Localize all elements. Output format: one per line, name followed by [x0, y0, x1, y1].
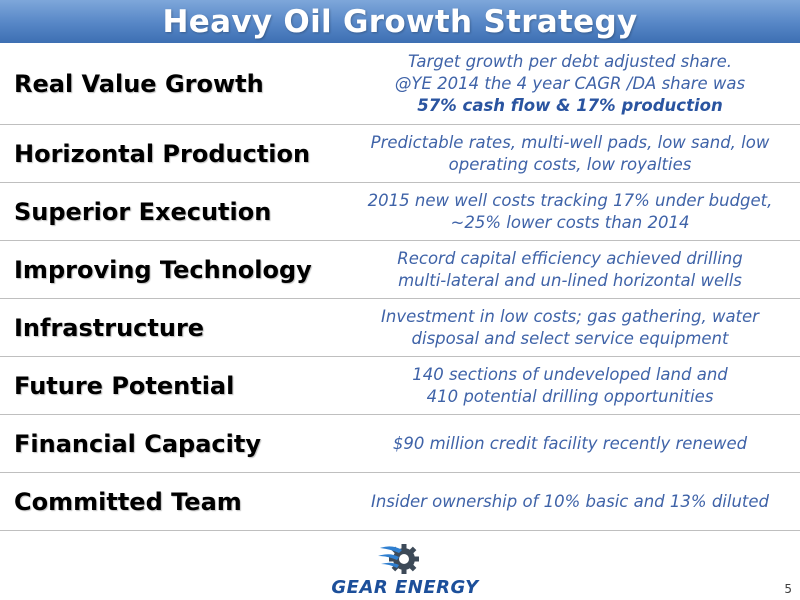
- strategy-row-superior-execution: Superior Execution 2015 new well costs t…: [0, 183, 800, 241]
- row-description-line: Investment in low costs; gas gathering, …: [381, 306, 759, 326]
- strategy-row-future-potential: Future Potential 140 sections of undevel…: [0, 357, 800, 415]
- logo-text: GEAR ENERGY: [331, 577, 479, 598]
- row-label: Financial Capacity: [14, 429, 261, 458]
- row-label: Future Potential: [14, 371, 235, 400]
- row-description: 140 sections of undeveloped land and 410…: [350, 357, 790, 414]
- row-description-line: @YE 2014 the 4 year CAGR /DA share was: [394, 74, 746, 93]
- row-description-line: Predictable rates, multi-well pads, low …: [370, 132, 770, 152]
- strategy-row-infrastructure: Infrastructure Investment in low costs; …: [0, 299, 800, 357]
- row-description: $90 million credit facility recently ren…: [350, 415, 790, 472]
- strategy-table: Real Value Growth Target growth per debt…: [0, 44, 800, 531]
- company-logo: GEAR ENERGY: [320, 540, 490, 598]
- row-label: Committed Team: [14, 487, 242, 516]
- strategy-row-committed-team: Committed Team Insider ownership of 10% …: [0, 473, 800, 531]
- row-label: Improving Technology: [14, 255, 312, 284]
- row-description-line: disposal and select service equipment: [411, 328, 729, 348]
- gear-logo-icon: [378, 544, 419, 574]
- row-description: Investment in low costs; gas gathering, …: [350, 299, 790, 356]
- page-number: 5: [784, 582, 792, 596]
- row-description-line: 2015 new well costs tracking 17% under b…: [367, 190, 773, 210]
- row-description-line: ~25% lower costs than 2014: [450, 212, 690, 232]
- title-bar: Heavy Oil Growth Strategy: [0, 0, 800, 43]
- row-label: Superior Execution: [14, 197, 272, 226]
- row-description-emphasis: 57% cash flow & 17% production: [417, 96, 723, 115]
- row-description-line: operating costs, low royalties: [448, 154, 692, 174]
- row-description: 2015 new well costs tracking 17% under b…: [350, 183, 790, 240]
- strategy-row-financial-capacity: Financial Capacity $90 million credit fa…: [0, 415, 800, 473]
- row-label: Infrastructure: [14, 313, 205, 342]
- row-description: Insider ownership of 10% basic and 13% d…: [350, 473, 790, 530]
- row-description: Target growth per debt adjusted share. @…: [350, 44, 790, 124]
- row-description-line: $90 million credit facility recently ren…: [392, 433, 748, 453]
- slide-title: Heavy Oil Growth Strategy: [162, 3, 638, 40]
- row-description: Predictable rates, multi-well pads, low …: [350, 125, 790, 182]
- row-label: Horizontal Production: [14, 139, 311, 168]
- row-description-line: 140 sections of undeveloped land and: [412, 364, 728, 384]
- strategy-row-real-value-growth: Real Value Growth Target growth per debt…: [0, 44, 800, 125]
- row-label: Real Value Growth: [14, 70, 264, 98]
- row-description-line: multi-lateral and un-lined horizontal we…: [398, 270, 742, 290]
- strategy-row-improving-technology: Improving Technology Record capital effi…: [0, 241, 800, 299]
- row-description-line: 410 potential drilling opportunities: [426, 386, 714, 406]
- row-description-line: Insider ownership of 10% basic and 13% d…: [370, 491, 770, 511]
- strategy-row-horizontal-production: Horizontal Production Predictable rates,…: [0, 125, 800, 183]
- row-description-line: Target growth per debt adjusted share.: [408, 52, 732, 71]
- row-description: Record capital efficiency achieved drill…: [350, 241, 790, 298]
- row-description-line: Record capital efficiency achieved drill…: [397, 248, 743, 268]
